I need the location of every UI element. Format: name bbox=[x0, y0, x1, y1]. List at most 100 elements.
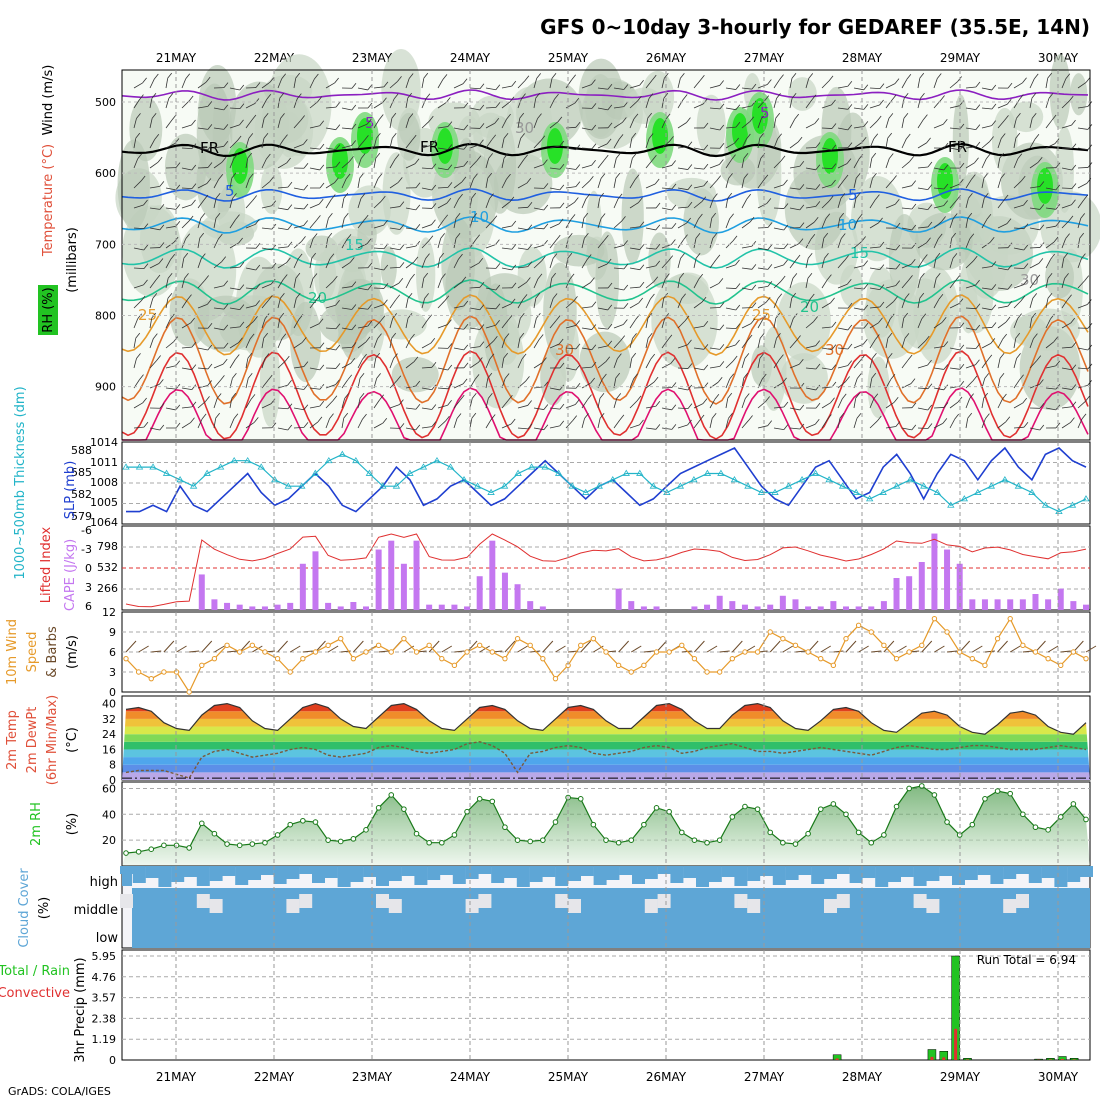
wind-barb-flag bbox=[687, 184, 693, 190]
wind-barb-flag bbox=[287, 241, 293, 248]
wind-barb bbox=[1029, 98, 1033, 109]
wind-barb-flag bbox=[220, 375, 225, 381]
wind-barb bbox=[1013, 99, 1020, 109]
wind-barb-flag bbox=[567, 233, 573, 239]
wind-barb-flag bbox=[1023, 223, 1029, 229]
wind-barb-flag bbox=[359, 392, 365, 399]
wind-barb-flag bbox=[279, 92, 285, 99]
wind-barb-flag bbox=[983, 192, 989, 199]
thickness-marker bbox=[406, 469, 414, 476]
wind-barb-flag bbox=[559, 202, 565, 209]
wind10-barb bbox=[163, 640, 175, 653]
wind-barb-flag bbox=[360, 153, 366, 159]
rh2m-marker bbox=[628, 837, 635, 843]
wind-barb-flag bbox=[559, 140, 565, 147]
wind-barb-flag bbox=[527, 423, 533, 430]
wind-barb-flag bbox=[791, 92, 797, 99]
wind-barb bbox=[821, 347, 832, 351]
wind-barb-flag bbox=[318, 198, 324, 205]
wind-barb bbox=[245, 338, 251, 349]
wind-barb-flag bbox=[943, 142, 949, 149]
wind-barb-flag bbox=[239, 304, 245, 310]
wind-barb bbox=[789, 141, 799, 149]
wind-barb bbox=[1061, 100, 1070, 109]
wind-barb bbox=[549, 425, 560, 429]
thickness-marker bbox=[933, 488, 941, 495]
wind-barb bbox=[533, 78, 538, 89]
wind-barb-flag bbox=[575, 181, 581, 187]
wind-barb bbox=[261, 338, 265, 349]
wind-barb-flag bbox=[1031, 312, 1037, 319]
wind-barb-flag bbox=[935, 272, 941, 279]
wind-barb-flag bbox=[303, 384, 309, 390]
wind-barb-flag bbox=[552, 293, 558, 299]
wind-barb-flag bbox=[491, 134, 497, 141]
wind-barb bbox=[213, 261, 222, 269]
wind-barb-flag bbox=[351, 104, 357, 111]
temp2m-band bbox=[122, 718, 1090, 727]
wind-barb bbox=[821, 258, 825, 269]
wind-barb bbox=[149, 298, 154, 309]
wind-barb-flag bbox=[639, 281, 645, 288]
wind-barb-flag bbox=[519, 332, 525, 339]
wind-barb-flag bbox=[987, 354, 993, 361]
wind-barb-flag bbox=[495, 239, 500, 245]
wind-barb bbox=[933, 407, 945, 409]
wind-barb-flag bbox=[191, 119, 196, 126]
wind-barb-flag bbox=[847, 142, 853, 148]
thickness-marker bbox=[311, 469, 320, 476]
cloud-high-block bbox=[260, 866, 274, 875]
rh2m-marker bbox=[540, 837, 546, 843]
wind-barb bbox=[133, 267, 145, 269]
wind-barb bbox=[437, 167, 448, 171]
cloud-high-block bbox=[657, 866, 671, 874]
cloud-high-block bbox=[504, 866, 517, 878]
wind-barb-flag bbox=[199, 232, 205, 239]
wind-barb-flag bbox=[927, 359, 932, 366]
cloud-high-block bbox=[337, 866, 351, 887]
wind10-marker bbox=[982, 662, 988, 669]
wind-barb-flag bbox=[136, 353, 141, 359]
wind-barb-flag bbox=[159, 181, 165, 187]
wind-barb-flag bbox=[1017, 153, 1023, 160]
wind-barb-flag bbox=[729, 373, 735, 379]
wind-barb-flag bbox=[808, 73, 814, 79]
wind-barb-flag bbox=[441, 273, 446, 279]
wind-barb bbox=[1077, 238, 1081, 249]
wind-barb-flag bbox=[927, 423, 933, 429]
wind-barb bbox=[213, 380, 221, 389]
wind-barb bbox=[293, 187, 304, 191]
rh-blob bbox=[760, 326, 787, 411]
wind-barb-flag bbox=[831, 144, 837, 151]
wind-barb bbox=[917, 98, 921, 109]
wind-barb bbox=[821, 184, 832, 189]
wind-barb-flag bbox=[952, 253, 958, 259]
wind-barb-flag bbox=[349, 257, 355, 263]
cloud-high-block bbox=[772, 866, 786, 885]
wind-barb-flag bbox=[943, 183, 949, 190]
wind-barb-flag bbox=[279, 312, 285, 319]
wind-barb bbox=[197, 218, 202, 229]
cloud-gap bbox=[376, 894, 389, 908]
wind-barb bbox=[213, 285, 224, 289]
wind-barb bbox=[869, 158, 873, 169]
lifted-index-series bbox=[125, 533, 1087, 608]
wind-barb-flag bbox=[652, 155, 657, 161]
cloud-high-block bbox=[363, 866, 377, 877]
wind-barb-flag bbox=[311, 252, 317, 259]
wind-barb-flag bbox=[999, 352, 1005, 359]
wind-barb bbox=[693, 258, 697, 269]
wind-barb-flag bbox=[271, 422, 277, 429]
contour-label: 30 bbox=[555, 341, 574, 359]
wind-barb-flag bbox=[376, 373, 381, 379]
wind-barb bbox=[709, 399, 716, 409]
wind-barb-flag bbox=[735, 283, 741, 289]
precip-label-a: Total / Rain bbox=[0, 964, 70, 979]
wind-barb-flag bbox=[175, 221, 181, 227]
cloud-high-block bbox=[670, 866, 684, 883]
wind-barb bbox=[437, 278, 442, 289]
wind-barb bbox=[869, 287, 880, 291]
wind-barb bbox=[1013, 426, 1025, 429]
wind-barb-flag bbox=[521, 93, 526, 99]
